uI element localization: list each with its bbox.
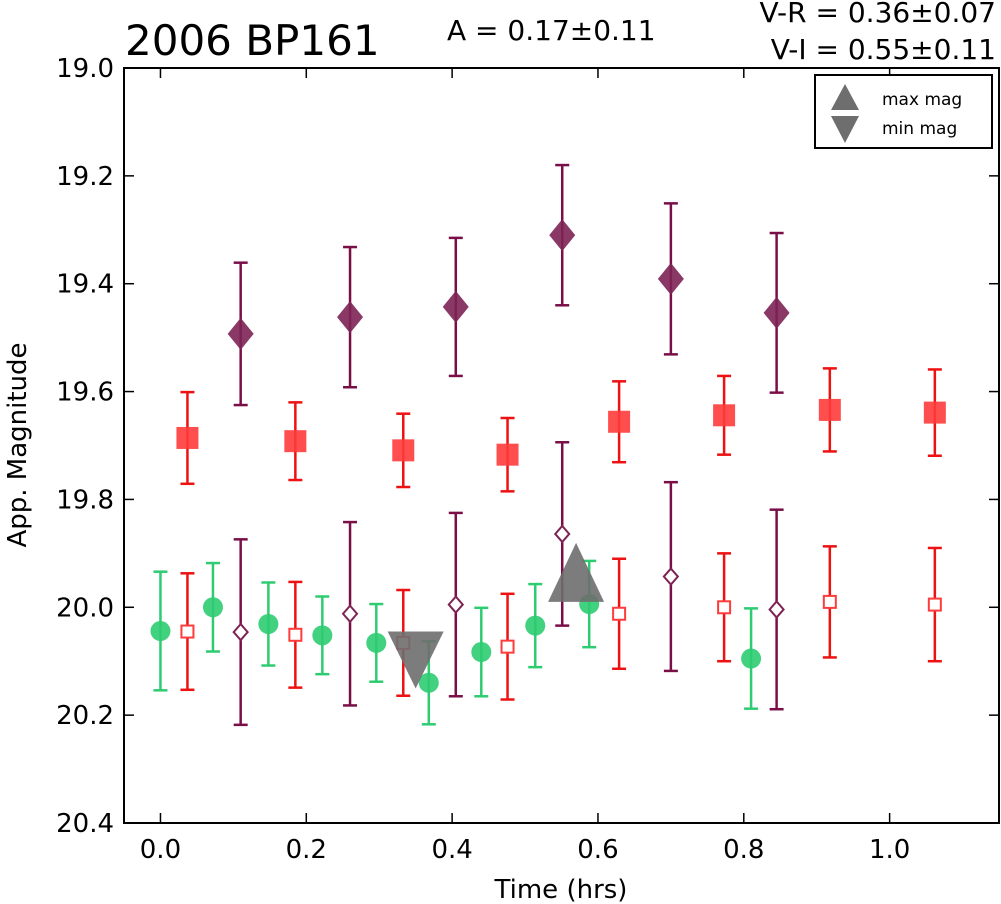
- data-point: [442, 290, 469, 323]
- x-tick-label: 0.4: [431, 835, 472, 865]
- data-point: [392, 439, 415, 462]
- data-point: [525, 615, 546, 636]
- data-point: [822, 594, 837, 609]
- x-tick-label: 0.6: [577, 835, 618, 865]
- data-point: [312, 625, 333, 646]
- chart-title: 2006 BP161: [125, 16, 380, 65]
- legend-max-mag-icon: [831, 84, 859, 110]
- x-axis-label: Time (hrs): [494, 875, 628, 904]
- data-point: [548, 542, 605, 602]
- y-tick-label: 19.6: [56, 378, 114, 408]
- series-diamond-filled: [227, 163, 790, 407]
- data-point: [768, 599, 785, 619]
- data-point: [612, 606, 627, 621]
- data-point: [418, 672, 439, 693]
- v-r-annotation: V-R = 0.36±0.07: [760, 0, 996, 29]
- x-tick-label: 0.2: [286, 835, 327, 865]
- legend-label: min mag: [882, 119, 957, 139]
- plot-area: [150, 163, 946, 727]
- data-point: [549, 219, 576, 252]
- x-tick-label: 1.0: [869, 835, 910, 865]
- y-tick-label: 20.0: [56, 593, 114, 623]
- legend: max mag min mag: [814, 74, 993, 149]
- series-triangle-down: [387, 631, 444, 689]
- x-tick-label: 0.0: [140, 835, 181, 865]
- legend-label: max mag: [882, 90, 962, 110]
- data-point: [657, 262, 684, 295]
- data-point: [553, 524, 571, 544]
- data-point: [608, 410, 631, 433]
- data-point: [337, 301, 364, 334]
- data-point: [288, 627, 303, 642]
- series-diamond-open: [232, 441, 785, 727]
- x-tick-label: 0.8: [723, 835, 764, 865]
- y-axis-label: App. Magnitude: [3, 342, 33, 547]
- data-point: [662, 567, 680, 587]
- data-point: [387, 631, 444, 689]
- y-tick-label: 19.8: [56, 485, 114, 515]
- data-point: [500, 639, 515, 654]
- data-point: [447, 595, 465, 615]
- amplitude-annotation: A = 0.17±0.11: [447, 14, 656, 47]
- axis-ticks: 0.0 0.2 0.4 0.6 0.8 1.0 19.0 19.2 19.4 19.6 19.8 20…: [56, 54, 999, 865]
- y-tick-label: 19.4: [56, 270, 114, 300]
- plot-frame: [123, 67, 1000, 824]
- legend-min-mag-icon: [831, 116, 859, 143]
- data-point: [923, 401, 946, 424]
- data-point: [150, 621, 171, 642]
- data-point: [717, 600, 732, 615]
- series-square-filled: [176, 367, 946, 493]
- data-point: [763, 296, 790, 329]
- series-square-open: [180, 545, 942, 701]
- data-point: [176, 426, 199, 449]
- data-point: [227, 317, 254, 350]
- data-point: [232, 622, 249, 642]
- data-point: [366, 632, 387, 653]
- data-point: [202, 597, 223, 618]
- v-i-annotation: V-I = 0.55±0.11: [771, 33, 996, 66]
- y-tick-label: 19.2: [56, 162, 114, 192]
- data-point: [284, 430, 307, 453]
- y-tick-label: 20.4: [56, 809, 114, 839]
- data-point: [471, 642, 492, 663]
- y-tick-label: 19.0: [56, 54, 114, 84]
- data-point: [741, 648, 762, 669]
- y-tick-label: 20.2: [56, 701, 114, 731]
- data-point: [713, 404, 736, 427]
- data-point: [341, 604, 359, 624]
- data-point: [180, 624, 195, 639]
- data-point: [927, 597, 942, 612]
- data-point: [258, 614, 279, 635]
- data-point: [496, 443, 519, 466]
- series-triangle-up: [548, 542, 605, 602]
- data-point: [818, 398, 841, 421]
